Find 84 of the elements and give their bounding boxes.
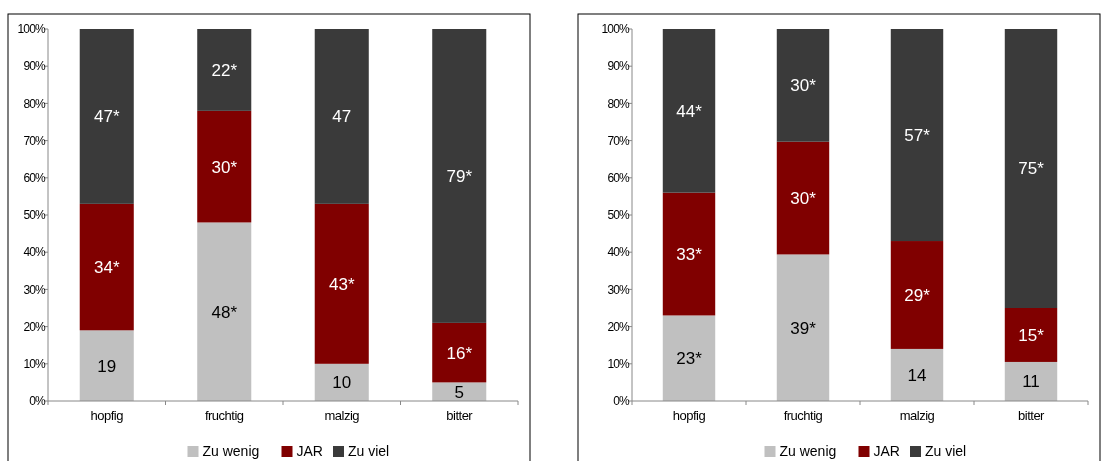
data-label: 47* bbox=[93, 107, 120, 127]
y-tick-label: 60% bbox=[607, 171, 631, 185]
y-tick-label: 30% bbox=[607, 282, 631, 297]
data-label: 5 bbox=[454, 382, 464, 402]
data-label: 47 bbox=[332, 107, 352, 127]
data-label: 16* bbox=[446, 343, 473, 363]
bar bbox=[197, 222, 252, 401]
bar bbox=[776, 29, 830, 142]
bar bbox=[197, 110, 252, 223]
x-tick-label: bitter bbox=[446, 408, 474, 423]
y-tick-label: 60% bbox=[23, 171, 47, 185]
bar bbox=[314, 363, 369, 401]
x-tick-label: hopfig bbox=[90, 408, 124, 423]
data-label: 14 bbox=[907, 365, 927, 385]
data-label: 30* bbox=[211, 157, 238, 177]
y-tick-label: 10% bbox=[607, 357, 631, 371]
bar bbox=[314, 29, 369, 204]
legend-label: Zu viel bbox=[925, 443, 967, 459]
bar bbox=[432, 382, 487, 401]
y-tick-label: 70% bbox=[607, 133, 631, 148]
bar bbox=[432, 322, 487, 383]
data-label: 34* bbox=[93, 258, 120, 278]
bar bbox=[776, 141, 830, 255]
data-label: 57* bbox=[904, 125, 931, 145]
bar bbox=[890, 241, 944, 349]
y-tick-label: 20% bbox=[23, 319, 47, 334]
y-tick-label: 50% bbox=[607, 208, 631, 223]
y-tick-label: 90% bbox=[23, 59, 47, 74]
bar bbox=[79, 330, 134, 401]
data-label: 39* bbox=[790, 318, 817, 338]
bar bbox=[314, 203, 369, 364]
data-label: 44* bbox=[676, 101, 703, 121]
data-label: 75* bbox=[1018, 159, 1045, 179]
bar bbox=[776, 254, 830, 401]
x-tick-label: fruchtig bbox=[204, 408, 244, 423]
x-tick-label: fruchtig bbox=[783, 408, 823, 423]
bar bbox=[890, 29, 944, 242]
y-tick-label: 50% bbox=[23, 208, 47, 223]
y-tick-label: 90% bbox=[607, 59, 631, 74]
x-tick-label: malzig bbox=[899, 408, 935, 423]
legend-label: Zu wenig bbox=[202, 443, 260, 459]
legend-label: JAR bbox=[873, 443, 900, 459]
bar bbox=[662, 192, 716, 316]
data-label: 79* bbox=[446, 166, 473, 186]
y-tick-label: 0% bbox=[613, 394, 631, 409]
y-tick-label: 40% bbox=[23, 245, 47, 260]
y-tick-label: 70% bbox=[23, 133, 47, 148]
data-label: 23* bbox=[676, 349, 703, 369]
y-tick-label: 10% bbox=[23, 357, 47, 371]
legend-label: Zu viel bbox=[348, 443, 390, 459]
y-tick-label: 20% bbox=[607, 319, 631, 334]
bar bbox=[662, 315, 716, 401]
y-tick-label: 100% bbox=[17, 22, 47, 37]
legend-label: JAR bbox=[296, 443, 323, 459]
data-label: 22* bbox=[211, 60, 238, 80]
data-label: 48* bbox=[211, 302, 238, 322]
bar bbox=[1004, 308, 1058, 362]
bar bbox=[79, 203, 134, 331]
legend-label: Zu wenig bbox=[779, 443, 837, 459]
bar bbox=[432, 29, 487, 323]
y-tick-label: 0% bbox=[29, 394, 47, 409]
data-label: 43* bbox=[328, 274, 355, 294]
bar bbox=[1004, 29, 1058, 308]
y-tick-label: 30% bbox=[23, 282, 47, 297]
data-label: 30* bbox=[790, 189, 817, 209]
bar bbox=[79, 29, 134, 204]
x-tick-label: hopfig bbox=[672, 408, 706, 423]
data-label: 19 bbox=[97, 356, 117, 376]
data-label: 33* bbox=[676, 245, 703, 265]
data-label: 10 bbox=[332, 373, 352, 393]
data-label: 11 bbox=[1022, 372, 1040, 392]
data-label: 30* bbox=[790, 76, 817, 96]
x-tick-label: bitter bbox=[1018, 408, 1046, 423]
bar bbox=[890, 348, 944, 401]
bar bbox=[1004, 361, 1058, 401]
data-label: 29* bbox=[904, 285, 931, 305]
y-tick-label: 80% bbox=[607, 96, 631, 111]
x-tick-label: malzig bbox=[324, 408, 360, 423]
y-tick-label: 40% bbox=[607, 245, 631, 260]
data-label: 15* bbox=[1018, 325, 1045, 345]
bar bbox=[197, 29, 252, 111]
y-tick-label: 100% bbox=[601, 22, 631, 37]
bar bbox=[662, 29, 716, 193]
y-tick-label: 80% bbox=[23, 96, 47, 111]
